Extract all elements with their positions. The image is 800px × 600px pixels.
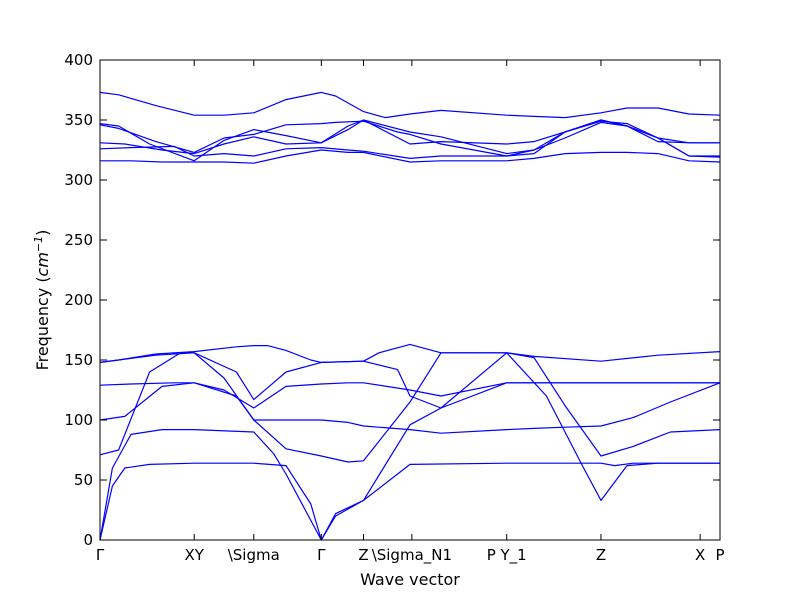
plot-frame bbox=[99, 59, 721, 541]
hs-label-4: Γ bbox=[317, 546, 326, 564]
high-symmetry-ticks: Γ XY \Sigma Γ Z \Sigma_N1 P Y_1 Z X P bbox=[96, 60, 725, 565]
y-axis-title-suffix: ) bbox=[33, 230, 52, 236]
band-line-13 bbox=[99, 91, 721, 119]
hs-label-5: Z bbox=[358, 546, 368, 564]
y-tick-label-2: 50 bbox=[74, 471, 93, 489]
y-axis-ticks: 0 50 100 150 200 250 300 350 400 bbox=[64, 51, 720, 549]
y-tick-label-4: 150 bbox=[64, 351, 93, 369]
band-line-7 bbox=[99, 343, 721, 363]
band-line-2 bbox=[99, 352, 720, 541]
hs-label-6: \Sigma_N1 bbox=[372, 546, 452, 565]
band-line-8 bbox=[100, 149, 721, 164]
y-tick-label-3: 100 bbox=[64, 411, 93, 429]
y-tick-label-9: 400 bbox=[64, 51, 93, 69]
hs-label-10: P bbox=[715, 546, 724, 564]
y-axis-title-unit: cm bbox=[33, 252, 52, 276]
hs-label-8: Z bbox=[596, 546, 606, 564]
band-line-11 bbox=[99, 119, 720, 162]
hs-label-2: XY bbox=[185, 546, 205, 564]
y-tick-label-1: 0 bbox=[83, 531, 93, 549]
hs-label-9: X bbox=[695, 546, 705, 564]
y-axis-title-exponent: −1 bbox=[32, 236, 45, 252]
hs-label-3: \Sigma bbox=[228, 546, 280, 564]
y-tick-label-7: 300 bbox=[64, 171, 93, 189]
band-line-12 bbox=[99, 120, 721, 158]
y-tick-label-6: 250 bbox=[64, 231, 93, 249]
hs-label-1: Γ bbox=[96, 546, 105, 564]
y-tick-label-8: 350 bbox=[64, 111, 93, 129]
x-axis-title: Wave vector bbox=[360, 570, 460, 589]
hs-label-7: P Y_1 bbox=[487, 546, 527, 565]
y-tick-label-5: 200 bbox=[64, 291, 93, 309]
band-lines bbox=[99, 91, 721, 541]
y-axis-title: Frequency (cm−1) bbox=[32, 230, 52, 371]
y-axis-title-prefix: Frequency ( bbox=[33, 276, 52, 370]
